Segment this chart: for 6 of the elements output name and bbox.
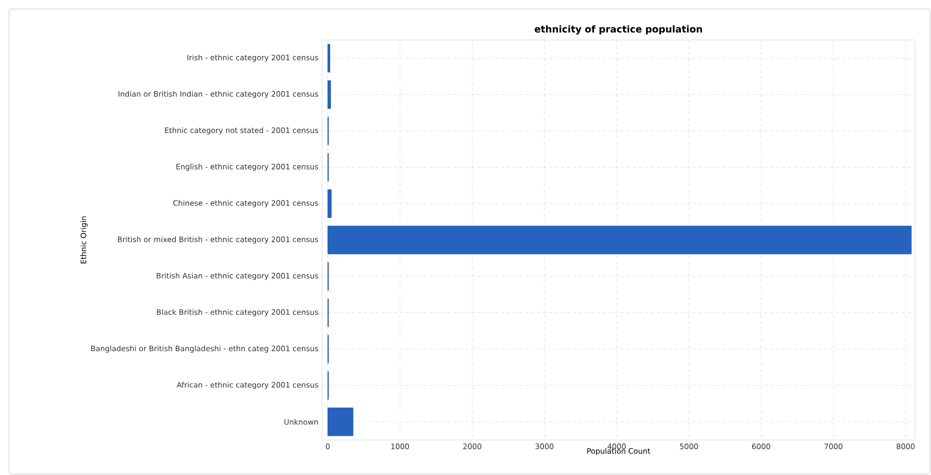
- bar: [328, 189, 332, 218]
- bar: [328, 408, 354, 436]
- bar: [328, 44, 330, 72]
- bar: [328, 80, 331, 109]
- bar: [328, 226, 912, 254]
- chart-title: ethnicity of practice population: [534, 25, 702, 35]
